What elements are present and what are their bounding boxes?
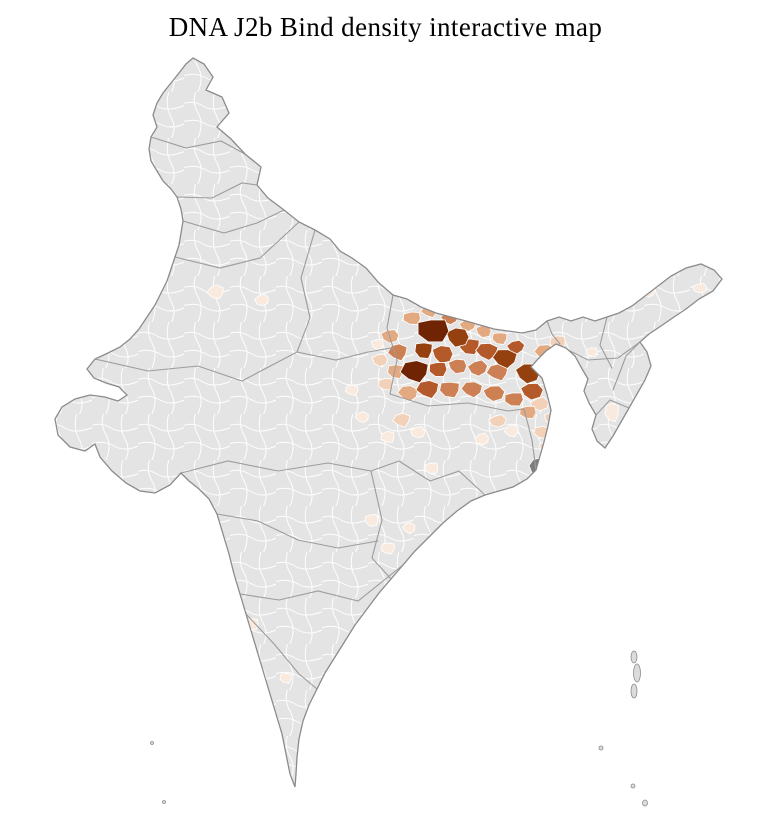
district[interactable] xyxy=(402,311,421,325)
district[interactable] xyxy=(279,672,292,684)
district[interactable] xyxy=(371,339,384,350)
district[interactable] xyxy=(380,431,395,443)
district[interactable] xyxy=(504,392,524,407)
district[interactable] xyxy=(460,381,483,399)
district[interactable] xyxy=(415,380,440,399)
district[interactable] xyxy=(439,381,460,399)
district[interactable] xyxy=(414,342,433,359)
district[interactable] xyxy=(482,385,506,402)
district[interactable] xyxy=(354,411,369,424)
district[interactable] xyxy=(223,636,238,648)
andaman-island xyxy=(630,683,638,699)
district[interactable] xyxy=(474,432,489,446)
andaman-island xyxy=(633,663,641,683)
district[interactable] xyxy=(417,319,450,343)
district[interactable] xyxy=(410,425,426,439)
district[interactable] xyxy=(488,414,507,428)
district[interactable] xyxy=(220,581,236,595)
district[interactable] xyxy=(491,349,518,369)
district[interactable] xyxy=(503,424,519,438)
state-borders xyxy=(94,136,641,690)
district[interactable] xyxy=(692,283,708,294)
district[interactable] xyxy=(428,362,448,377)
district[interactable] xyxy=(255,686,268,697)
lakshadweep-island xyxy=(162,800,166,804)
district[interactable] xyxy=(485,363,509,382)
district[interactable] xyxy=(380,542,395,555)
district[interactable] xyxy=(392,412,411,428)
district[interactable] xyxy=(253,293,269,307)
islands xyxy=(150,650,648,807)
district[interactable] xyxy=(431,345,454,364)
district[interactable] xyxy=(424,462,439,475)
district[interactable] xyxy=(344,384,359,396)
district[interactable] xyxy=(447,358,468,375)
small-island xyxy=(598,745,604,751)
district[interactable] xyxy=(399,360,429,384)
page-title: DNA J2b Bind density interactive map xyxy=(168,12,603,42)
district[interactable] xyxy=(215,662,229,674)
district[interactable] xyxy=(378,377,394,391)
lakshadweep-island xyxy=(150,741,154,745)
small-island xyxy=(630,783,636,789)
district[interactable] xyxy=(371,353,389,367)
district[interactable] xyxy=(491,332,508,345)
district[interactable] xyxy=(401,522,416,535)
district[interactable] xyxy=(445,327,470,348)
district[interactable] xyxy=(387,364,404,380)
district[interactable] xyxy=(466,359,489,377)
district[interactable] xyxy=(364,514,379,527)
district[interactable] xyxy=(551,351,568,364)
district[interactable] xyxy=(206,284,224,300)
small-island xyxy=(642,799,648,807)
district[interactable] xyxy=(535,361,555,376)
district[interactable] xyxy=(640,286,655,298)
district[interactable] xyxy=(232,695,247,708)
district[interactable] xyxy=(387,343,408,362)
district[interactable] xyxy=(603,675,613,694)
district[interactable] xyxy=(475,342,499,361)
district[interactable] xyxy=(520,382,544,401)
district[interactable] xyxy=(585,347,598,357)
district[interactable] xyxy=(604,402,619,423)
andaman-island xyxy=(630,650,638,664)
